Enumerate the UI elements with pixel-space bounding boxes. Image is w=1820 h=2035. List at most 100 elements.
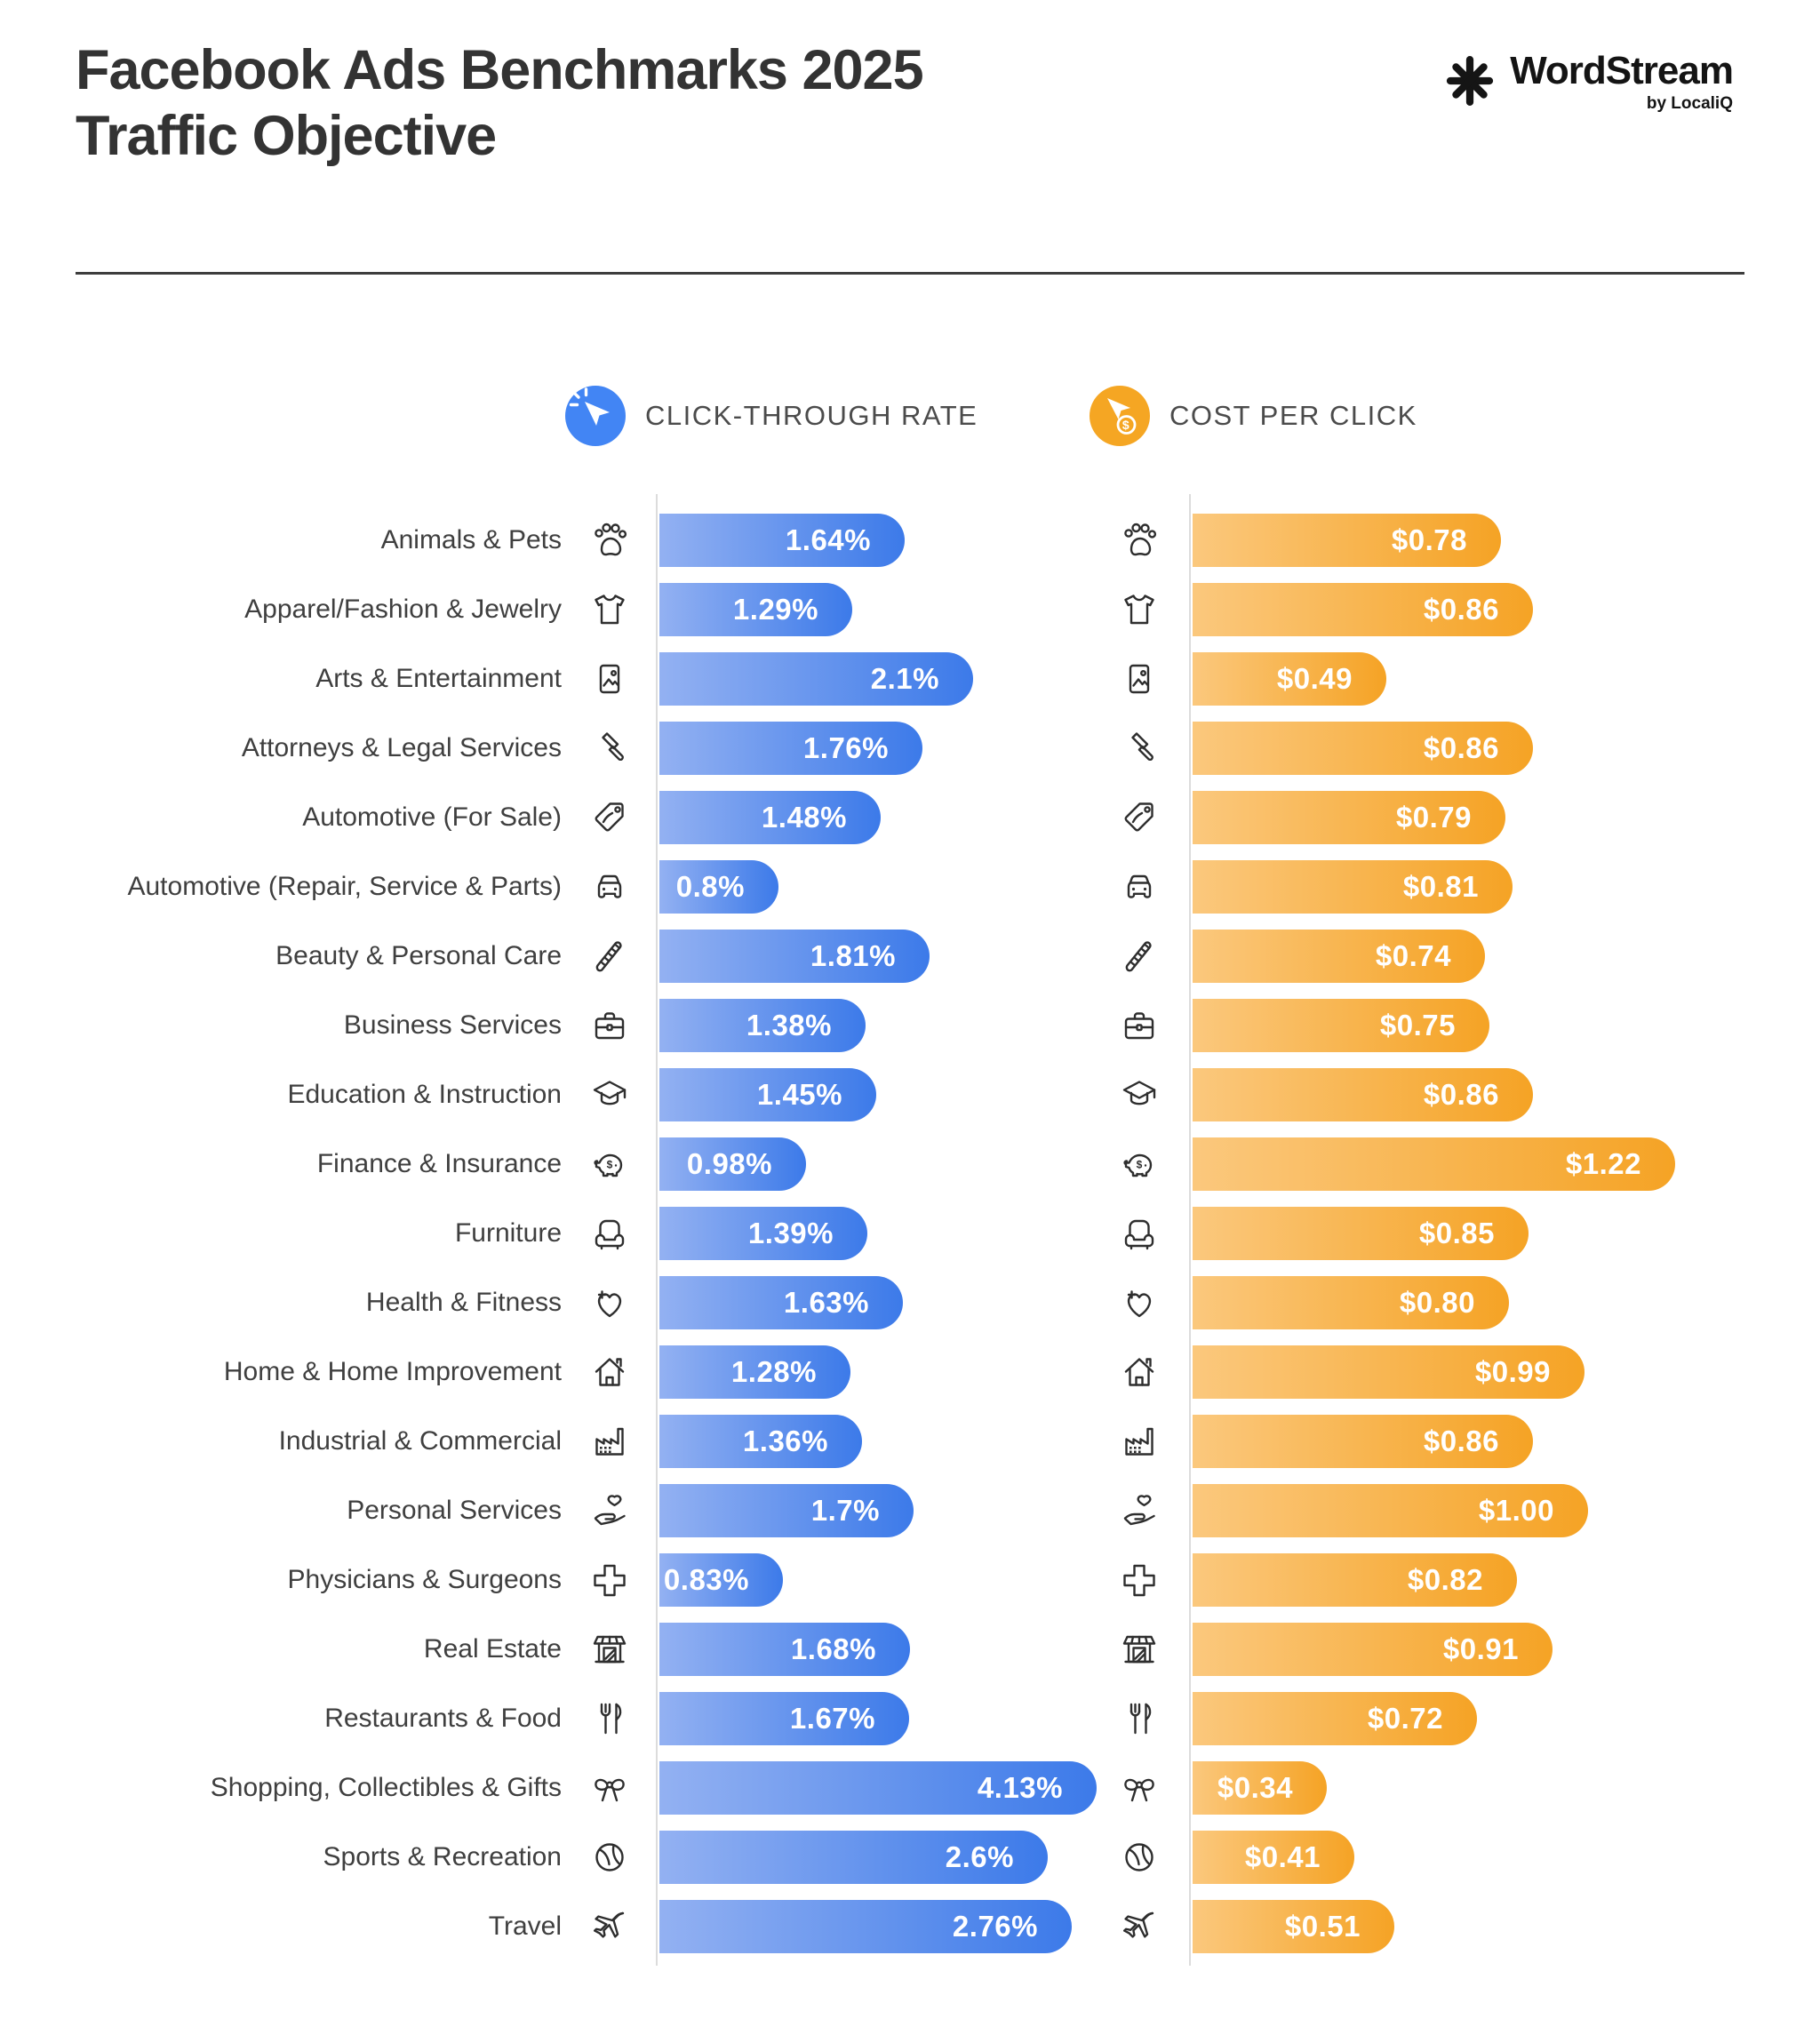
ctr-axis-line (656, 494, 658, 1966)
graduation-cap-icon (1118, 1073, 1161, 1116)
category-label: Sports & Recreation (323, 1842, 562, 1871)
ctr-bar: 0.98% (659, 1137, 806, 1191)
chart-row: Shopping, Collectibles & Gifts 4.13% $0.34 (0, 1761, 1820, 1815)
plane-icon (588, 1905, 631, 1948)
ctr-value: 1.76% (802, 731, 889, 764)
ctr-value: 1.28% (730, 1355, 817, 1388)
cpc-bar: $0.49 (1193, 652, 1386, 706)
cpc-bar: $0.75 (1193, 999, 1489, 1052)
car-icon (588, 866, 631, 908)
cpc-value: $0.72 (1367, 1702, 1443, 1735)
category-label: Arts & Entertainment (315, 664, 562, 693)
chart-row: Sports & Recreation 2.6% $0.41 (0, 1831, 1820, 1884)
cpc-value: $0.86 (1423, 1424, 1499, 1457)
legend-cpc: $ COST PER CLICK (1090, 386, 1417, 446)
category-label: Travel (488, 1911, 562, 1941)
category-label: Shopping, Collectibles & Gifts (210, 1773, 562, 1802)
ctr-value: 1.48% (761, 801, 847, 834)
chart-row: Travel 2.76% $0.51 (0, 1900, 1820, 1953)
cpc-bar: $1.22 (1193, 1137, 1675, 1191)
storefront-icon (588, 1628, 631, 1671)
heart-plus-icon (1118, 1281, 1161, 1324)
chart-row: Personal Services 1.7% $1.00 (0, 1484, 1820, 1537)
ctr-bar: 1.45% (659, 1068, 876, 1121)
cpc-value: $1.22 (1565, 1147, 1641, 1180)
legend-cpc-label: COST PER CLICK (1169, 400, 1417, 431)
ctr-value: 1.81% (810, 939, 896, 972)
ctr-bar: 1.38% (659, 999, 866, 1052)
plane-icon (1118, 1905, 1161, 1948)
ctr-value: 0.8% (675, 870, 745, 903)
cpc-bar: $0.81 (1193, 860, 1513, 914)
cpc-bar: $0.34 (1193, 1761, 1327, 1815)
page-title-line1: Facebook Ads Benchmarks 2025 (76, 39, 924, 101)
bow-icon (588, 1767, 631, 1809)
storefront-icon (1118, 1628, 1161, 1671)
chart-row: Real Estate 1.68% $0.91 (0, 1623, 1820, 1676)
legend-ctr-label: CLICK-THROUGH RATE (645, 400, 978, 431)
piggy-bank-icon (588, 1143, 631, 1185)
cpc-value: $0.99 (1474, 1355, 1551, 1388)
hand-heart-icon (588, 1489, 631, 1532)
briefcase-icon (1118, 1004, 1161, 1047)
category-label: Health & Fitness (365, 1288, 562, 1317)
cpc-value: $0.51 (1284, 1910, 1361, 1943)
category-label: Restaurants & Food (324, 1704, 562, 1733)
ctr-bar: 1.68% (659, 1623, 910, 1676)
medical-cross-icon (588, 1559, 631, 1601)
house-icon (588, 1351, 631, 1393)
cursor-dollar-icon: $ (1090, 386, 1150, 446)
cursor-click-icon (565, 386, 626, 446)
comb-icon (1118, 935, 1161, 978)
ctr-bar: 1.67% (659, 1692, 909, 1745)
cpc-bar: $0.41 (1193, 1831, 1354, 1884)
ctr-bar: 2.6% (659, 1831, 1048, 1884)
cpc-bar: $0.79 (1193, 791, 1505, 844)
chart-row: Health & Fitness 1.63% $0.80 (0, 1276, 1820, 1329)
cpc-bar: $0.72 (1193, 1692, 1477, 1745)
ctr-bar: 1.48% (659, 791, 881, 844)
logo-wordmark: WordStream (1510, 49, 1734, 92)
ctr-bar: 1.39% (659, 1207, 867, 1260)
cpc-axis-line (1189, 494, 1191, 1966)
header-divider (76, 272, 1744, 275)
cpc-value: $0.74 (1375, 939, 1451, 972)
category-label: Furniture (454, 1218, 562, 1248)
chart-row: Furniture 1.39% $0.85 (0, 1207, 1820, 1260)
cpc-value: $0.34 (1217, 1771, 1293, 1804)
paw-icon (1118, 519, 1161, 562)
category-label: Real Estate (423, 1634, 562, 1664)
cpc-value: $0.82 (1407, 1563, 1483, 1596)
cpc-bar: $0.86 (1193, 1068, 1533, 1121)
cpc-bar: $0.86 (1193, 1415, 1533, 1468)
logo-tagline: by LocaliQ (1646, 94, 1733, 113)
category-label: Personal Services (347, 1496, 562, 1525)
ctr-bar: 4.13% (659, 1761, 1097, 1815)
chart-row: Animals & Pets 1.64% $0.78 (0, 514, 1820, 567)
ctr-value: 2.76% (952, 1910, 1038, 1943)
page-title-line2: Traffic Objective (76, 105, 497, 168)
ctr-value: 0.98% (686, 1147, 772, 1180)
category-label: Business Services (343, 1010, 562, 1040)
picture-icon (588, 658, 631, 700)
ctr-bar: 1.36% (659, 1415, 862, 1468)
ctr-value: 1.63% (783, 1286, 869, 1319)
asterisk-logo-icon (1447, 56, 1494, 106)
cpc-value: $0.75 (1379, 1009, 1456, 1041)
ctr-bar: 1.29% (659, 583, 852, 636)
wordstream-logo: WordStream by LocaliQ (1441, 49, 1734, 114)
ctr-bar: 1.76% (659, 722, 922, 775)
cpc-bar: $0.78 (1193, 514, 1501, 567)
cpc-value: $0.80 (1399, 1286, 1475, 1319)
chart-row: Beauty & Personal Care 1.81% $0.74 (0, 930, 1820, 983)
cpc-bar: $0.91 (1193, 1623, 1553, 1676)
gavel-icon (1118, 727, 1161, 770)
cpc-value: $0.86 (1423, 731, 1499, 764)
cpc-bar: $0.99 (1193, 1345, 1585, 1399)
picture-icon (1118, 658, 1161, 700)
gavel-icon (588, 727, 631, 770)
heart-plus-icon (588, 1281, 631, 1324)
category-label: Physicians & Surgeons (287, 1565, 563, 1594)
cpc-value: $0.91 (1442, 1632, 1519, 1665)
cpc-value: $0.85 (1418, 1217, 1495, 1249)
